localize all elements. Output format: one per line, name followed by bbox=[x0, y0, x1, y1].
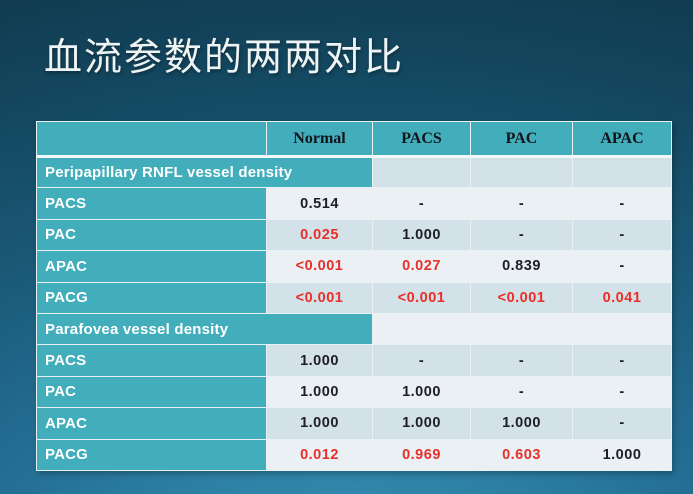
value-cell: 1.000 bbox=[372, 375, 471, 409]
table-row: APAC 1.000 1.000 1.000 - bbox=[36, 407, 672, 440]
table-row: PAC 0.025 1.000 - - bbox=[36, 218, 672, 252]
table-row: PACG 0.012 0.969 0.603 1.000 bbox=[36, 438, 672, 472]
value-cell: 1.000 bbox=[266, 375, 373, 409]
value-cell: 0.041 bbox=[572, 281, 672, 314]
value-cell: <0.001 bbox=[372, 281, 471, 314]
table-row: PACS 0.514 - - - bbox=[36, 187, 672, 220]
row-label: PACS bbox=[36, 187, 267, 220]
empty-cell bbox=[372, 312, 471, 346]
value-cell: 0.025 bbox=[266, 218, 373, 252]
pairwise-comparison-table: Normal PACS PAC APAC Peripapillary RNFL … bbox=[36, 121, 672, 472]
corner-cell bbox=[36, 121, 267, 158]
value-cell: - bbox=[372, 187, 471, 220]
value-cell: 0.514 bbox=[266, 187, 373, 220]
value-cell: 1.000 bbox=[266, 344, 373, 377]
value-cell: 0.603 bbox=[470, 438, 573, 472]
value-cell: - bbox=[470, 187, 573, 220]
empty-cell bbox=[470, 155, 573, 189]
value-cell: 1.000 bbox=[572, 438, 672, 472]
empty-cell bbox=[572, 312, 672, 346]
section-header-row: Peripapillary RNFL vessel density bbox=[36, 155, 672, 189]
value-cell: <0.001 bbox=[266, 281, 373, 314]
table-row: PAC 1.000 1.000 - - bbox=[36, 375, 672, 409]
table-row: PACG <0.001 <0.001 <0.001 0.041 bbox=[36, 281, 672, 314]
value-cell: 1.000 bbox=[470, 407, 573, 440]
value-cell: 0.969 bbox=[372, 438, 471, 472]
value-cell: - bbox=[572, 344, 672, 377]
section-header-row: Parafovea vessel density bbox=[36, 312, 672, 346]
value-cell: <0.001 bbox=[470, 281, 573, 314]
value-cell: - bbox=[572, 250, 672, 283]
value-cell: - bbox=[470, 375, 573, 409]
column-header-pacs: PACS bbox=[372, 121, 471, 158]
value-cell: 1.000 bbox=[266, 407, 373, 440]
value-cell: - bbox=[572, 187, 672, 220]
section-title: Parafovea vessel density bbox=[36, 312, 373, 346]
row-label: PACG bbox=[36, 281, 267, 314]
row-label: PAC bbox=[36, 375, 267, 409]
row-label: APAC bbox=[36, 407, 267, 440]
value-cell: - bbox=[572, 407, 672, 440]
value-cell: 0.839 bbox=[470, 250, 573, 283]
value-cell: - bbox=[372, 344, 471, 377]
empty-cell bbox=[372, 155, 471, 189]
row-label: PACG bbox=[36, 438, 267, 472]
value-cell: 1.000 bbox=[372, 218, 471, 252]
row-label: PACS bbox=[36, 344, 267, 377]
value-cell: <0.001 bbox=[266, 250, 373, 283]
table-row: APAC <0.001 0.027 0.839 - bbox=[36, 250, 672, 283]
empty-cell bbox=[572, 155, 672, 189]
value-cell: 0.012 bbox=[266, 438, 373, 472]
row-label: APAC bbox=[36, 250, 267, 283]
section-title: Peripapillary RNFL vessel density bbox=[36, 155, 373, 189]
value-cell: - bbox=[572, 375, 672, 409]
value-cell: - bbox=[470, 218, 573, 252]
row-label: PAC bbox=[36, 218, 267, 252]
value-cell: 1.000 bbox=[372, 407, 471, 440]
table-header-row: Normal PACS PAC APAC bbox=[36, 121, 672, 158]
slide-title: 血流参数的两两对比 bbox=[44, 35, 405, 79]
value-cell: - bbox=[470, 344, 573, 377]
column-header-pac: PAC bbox=[470, 121, 573, 158]
value-cell: 0.027 bbox=[372, 250, 471, 283]
empty-cell bbox=[470, 312, 573, 346]
column-header-normal: Normal bbox=[266, 121, 373, 158]
column-header-apac: APAC bbox=[572, 121, 672, 158]
table-row: PACS 1.000 - - - bbox=[36, 344, 672, 377]
value-cell: - bbox=[572, 218, 672, 252]
